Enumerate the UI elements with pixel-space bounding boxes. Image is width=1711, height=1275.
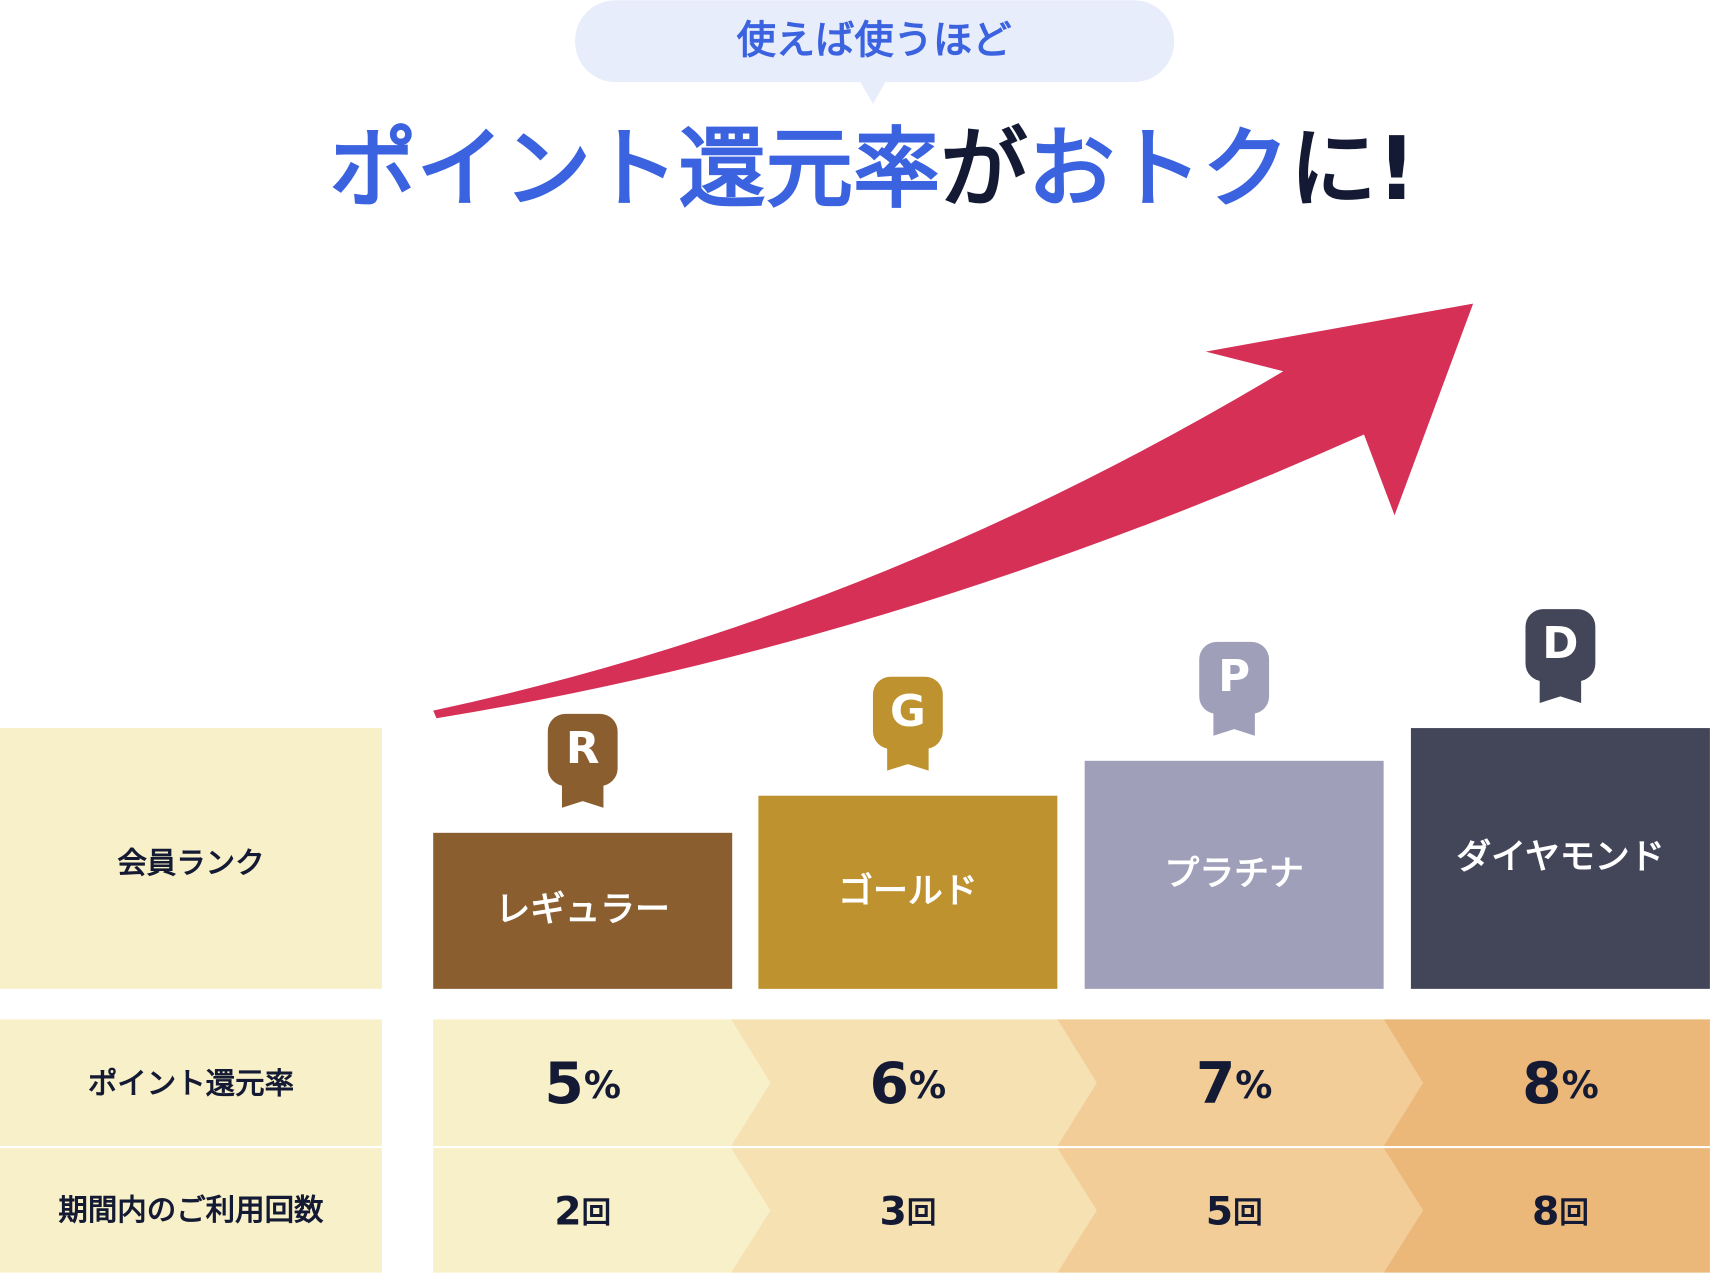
count-unit: 回 — [1559, 1195, 1588, 1229]
badge — [872, 676, 943, 749]
title-part: が — [940, 118, 1027, 220]
count-unit: 回 — [907, 1195, 936, 1229]
badge-letter: R — [566, 723, 600, 774]
badge-ribbon — [561, 783, 604, 808]
bubble — [575, 0, 1175, 83]
rate-unit: % — [584, 1064, 621, 1107]
rank-name: ゴールド — [838, 870, 978, 911]
count-value: 5 — [1206, 1189, 1233, 1234]
rank-box — [758, 795, 1058, 989]
label-cell — [0, 1019, 382, 1146]
count: 2回 — [554, 1189, 611, 1234]
label-cell — [0, 728, 382, 989]
rate: 8% — [1522, 1051, 1599, 1117]
row-segment — [1383, 1019, 1710, 1146]
rate-value: 6 — [870, 1051, 909, 1117]
rank-name: プラチナ — [1164, 854, 1304, 894]
badge — [547, 713, 618, 786]
rate: 7% — [1196, 1051, 1273, 1117]
title-part: に! — [1289, 118, 1416, 220]
rank-box — [1410, 728, 1710, 989]
rank-box — [1084, 760, 1384, 989]
rate-unit: % — [909, 1064, 946, 1107]
trend-arrow — [433, 303, 1474, 719]
title-part: おトク — [1028, 118, 1290, 220]
row-segment — [731, 1148, 1097, 1273]
badge — [1199, 641, 1270, 714]
title: ポイント還元率がおトクに! — [329, 118, 1416, 220]
count-unit: 回 — [582, 1195, 611, 1229]
row-segment — [1383, 1148, 1710, 1273]
rate-unit: % — [1235, 1064, 1272, 1107]
rate-value: 8 — [1522, 1051, 1561, 1117]
count-value: 8 — [1532, 1189, 1559, 1234]
rate: 6% — [870, 1051, 947, 1117]
badge-letter: G — [890, 686, 926, 737]
count: 3回 — [879, 1189, 936, 1234]
bubble-tail — [859, 80, 887, 104]
row-segment — [731, 1019, 1097, 1146]
badge-ribbon — [887, 746, 929, 771]
badge — [1525, 609, 1596, 682]
rank-name: ダイヤモンド — [1456, 837, 1664, 877]
row-segment — [1057, 1019, 1423, 1146]
count: 8回 — [1532, 1189, 1589, 1234]
rank-box — [433, 832, 733, 989]
label-cell — [0, 1148, 382, 1273]
bubble-text: 使えば使うほど — [737, 18, 1012, 63]
rank-name: レギュラー — [495, 890, 670, 930]
rate-unit: % — [1562, 1064, 1599, 1107]
count: 5回 — [1206, 1189, 1263, 1234]
row-segment — [433, 1019, 771, 1146]
rate: 5% — [544, 1051, 621, 1117]
title-part: ポイント還元率 — [329, 118, 940, 220]
count-value: 2 — [554, 1189, 581, 1234]
row-label: 期間内のご利用回数 — [58, 1193, 324, 1227]
badge-ribbon — [1213, 711, 1255, 736]
badge-letter: D — [1542, 618, 1578, 669]
rate-value: 5 — [544, 1051, 583, 1117]
row-segment — [433, 1148, 771, 1273]
row-label: 会員ランク — [117, 846, 264, 880]
badge-ribbon — [1539, 678, 1582, 703]
count-unit: 回 — [1233, 1195, 1262, 1229]
badge-letter: P — [1218, 651, 1250, 702]
count-value: 3 — [879, 1189, 906, 1234]
row-label: ポイント還元率 — [88, 1066, 294, 1100]
rate-value: 7 — [1196, 1051, 1235, 1117]
row-segment — [1057, 1148, 1423, 1273]
